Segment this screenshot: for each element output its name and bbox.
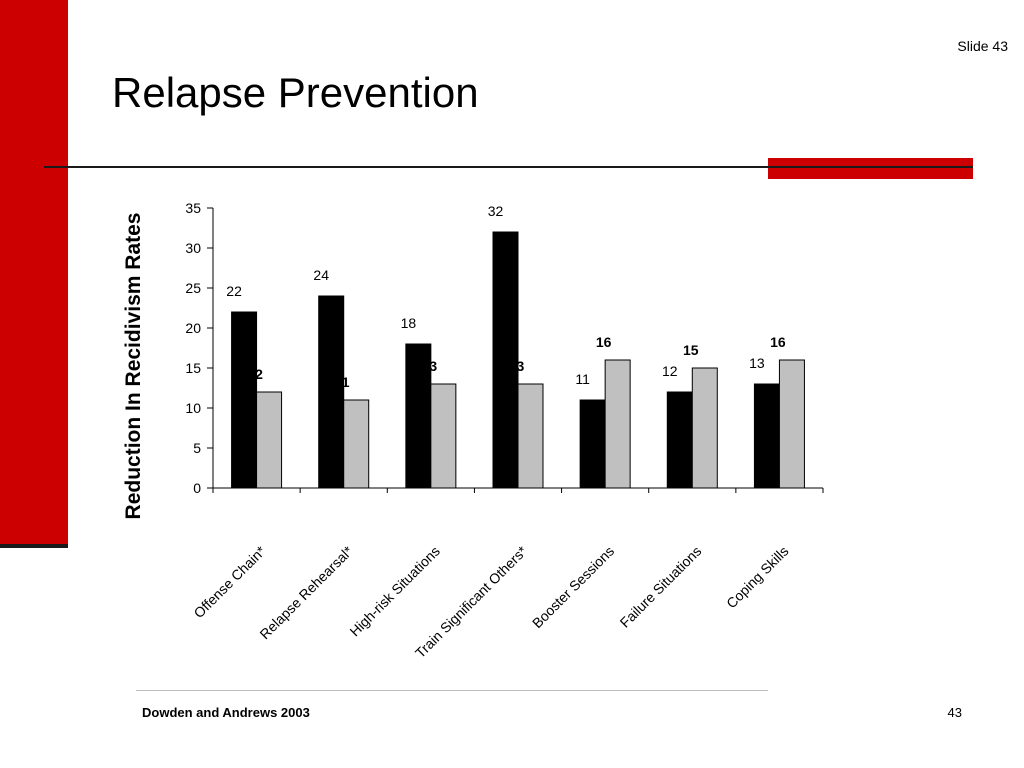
data-label: 12 <box>247 366 263 382</box>
bar <box>431 384 456 488</box>
source-citation: Dowden and Andrews 2003 <box>142 705 310 720</box>
bar <box>580 400 605 488</box>
category-label: Relapse Rehearsal* <box>256 542 356 642</box>
y-tick-label: 30 <box>185 240 201 256</box>
y-tick-label: 5 <box>193 440 201 456</box>
bar <box>605 360 630 488</box>
bar <box>667 392 692 488</box>
category-label: Failure Situations <box>617 543 705 631</box>
bar <box>518 384 543 488</box>
data-label: 32 <box>488 203 504 219</box>
bar <box>319 296 344 488</box>
data-label: 24 <box>313 267 329 283</box>
y-tick-label: 10 <box>185 400 201 416</box>
data-label: 13 <box>509 358 525 374</box>
y-tick-label: 35 <box>185 200 201 216</box>
y-tick-label: 15 <box>185 360 201 376</box>
category-label: Coping Skills <box>723 543 792 612</box>
category-label: High-risk Situations <box>346 543 443 640</box>
data-label: 13 <box>749 355 765 371</box>
data-label: 16 <box>770 334 786 350</box>
data-label: 12 <box>662 363 678 379</box>
y-tick-label: 20 <box>185 320 201 336</box>
category-label: Offense Chain* <box>190 542 269 621</box>
data-label: 13 <box>422 358 438 374</box>
bar <box>754 384 779 488</box>
bar <box>692 368 717 488</box>
data-label: 15 <box>683 342 699 358</box>
data-label: 11 <box>575 371 590 387</box>
footer-divider <box>136 690 768 691</box>
bar <box>779 360 804 488</box>
bar <box>344 400 369 488</box>
bar <box>257 392 282 488</box>
data-label: 18 <box>401 315 417 331</box>
bar <box>232 312 257 488</box>
data-label: 11 <box>335 374 350 390</box>
y-tick-label: 25 <box>185 280 201 296</box>
data-label: 22 <box>226 283 242 299</box>
bar-chart: 0 5 10 15 20 25 30 35 22 12 Offense Chain* 24 11 Rela… <box>0 0 1024 768</box>
category-label: Booster Sessions <box>529 543 617 631</box>
data-label: 16 <box>596 334 612 350</box>
page-number: 43 <box>948 705 962 720</box>
y-tick-label: 0 <box>193 480 201 496</box>
